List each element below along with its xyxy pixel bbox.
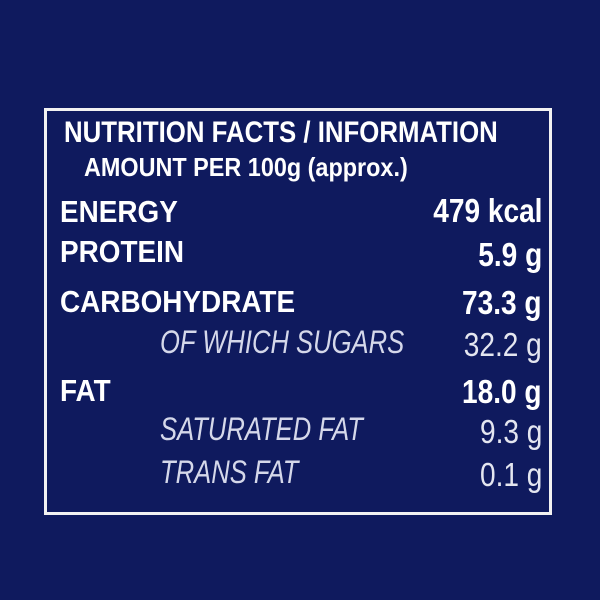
row-carbohydrate-label: CARBOHYDRATE — [60, 284, 296, 319]
row-sugars-label: OF WHICH SUGARS — [160, 324, 405, 360]
row-fat-label: FAT — [60, 373, 111, 408]
panel-title: NUTRITION FACTS / INFORMATION — [64, 116, 498, 149]
row-sugars-value: 32.2 g — [464, 326, 542, 363]
row-fat-value: 18.0 g — [462, 373, 542, 410]
row-carbohydrate-value: 73.3 g — [462, 284, 542, 321]
nutrition-panel-border — [44, 108, 552, 515]
row-trans-fat-value: 0.1 g — [479, 456, 542, 493]
row-saturated-fat-value: 9.3 g — [479, 413, 542, 450]
row-protein-value: 5.9 g — [478, 236, 542, 273]
row-saturated-fat-label: SATURATED FAT — [160, 411, 363, 447]
row-trans-fat-label: TRANS FAT — [160, 454, 299, 490]
panel-subtitle: AMOUNT PER 100g (approx.) — [84, 152, 408, 182]
row-energy-value: 479 kcal — [432, 192, 542, 229]
row-protein-label: PROTEIN — [60, 234, 185, 269]
row-energy-label: ENERGY — [60, 194, 178, 229]
